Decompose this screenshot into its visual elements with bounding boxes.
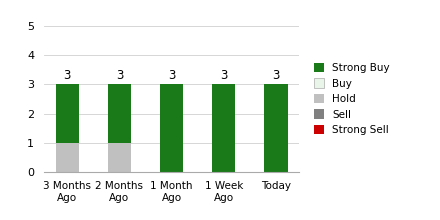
Text: 3: 3 [220,70,227,82]
Text: 3: 3 [116,70,123,82]
Bar [264,84,288,172]
Bar [108,143,131,172]
Text: 3: 3 [168,70,175,82]
Bar [108,84,131,143]
Text: 3: 3 [64,70,71,82]
Bar [55,143,79,172]
Bar [212,84,235,172]
Bar [55,84,79,143]
Bar [160,84,183,172]
Text: 3: 3 [272,70,279,82]
Legend: Strong Buy, Buy, Hold, Sell, Strong Sell: Strong Buy, Buy, Hold, Sell, Strong Sell [309,59,394,139]
